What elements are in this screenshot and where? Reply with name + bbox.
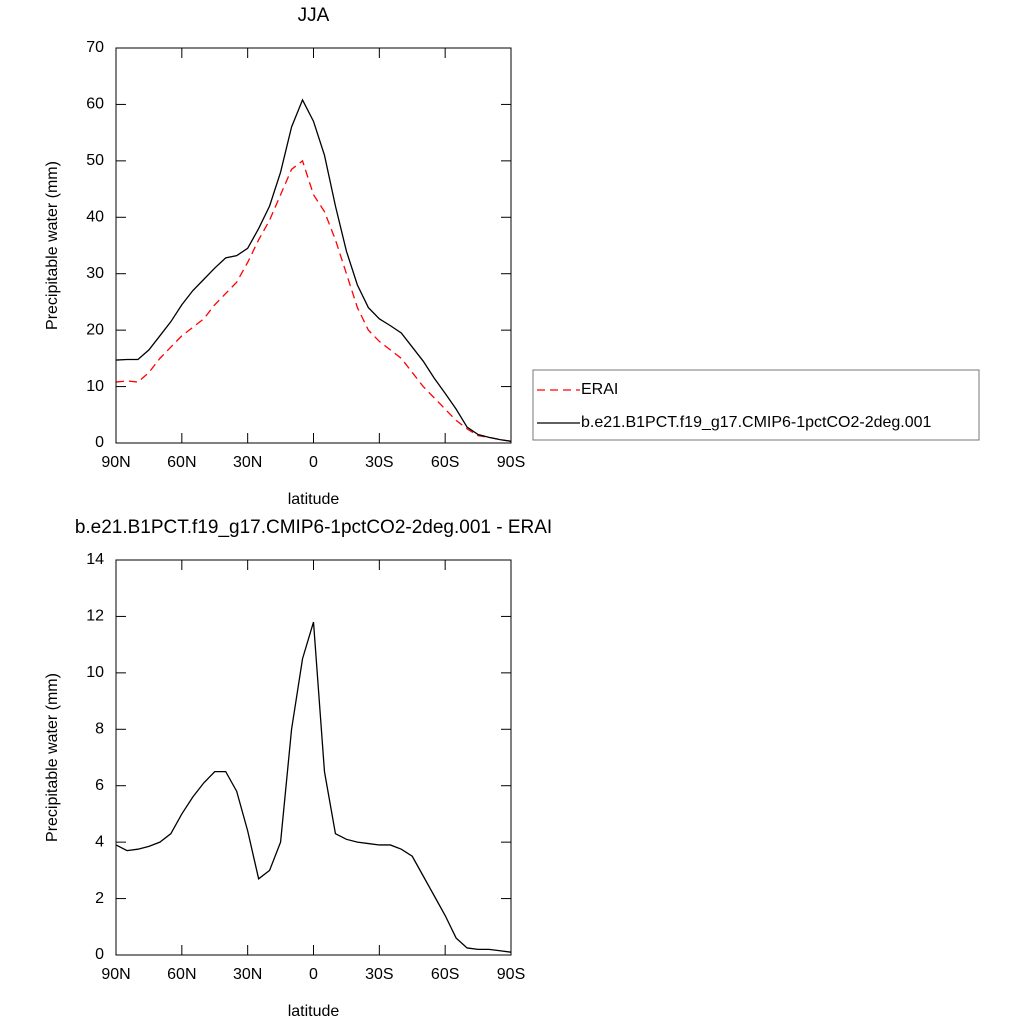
x-tick-label: 60S	[431, 966, 459, 983]
y-axis-label: Precipitable water (mm)	[44, 673, 61, 842]
legend-label: ERAI	[581, 381, 618, 398]
x-tick-label: 30S	[365, 454, 393, 471]
y-tick-label: 12	[86, 608, 104, 625]
y-tick-label: 70	[86, 39, 104, 56]
x-tick-label: 30S	[365, 966, 393, 983]
y-tick-label: 20	[86, 321, 104, 338]
y-tick-label: 30	[86, 265, 104, 282]
y-tick-label: 14	[86, 551, 104, 568]
x-tick-label: 0	[309, 454, 318, 471]
series-line	[115, 98, 512, 442]
series-line	[115, 159, 512, 442]
x-tick-label: 60N	[167, 454, 196, 471]
x-tick-label: 90N	[101, 454, 130, 471]
x-tick-label: 30N	[233, 966, 262, 983]
x-axis-label: latitude	[288, 1003, 340, 1020]
x-tick-label: 90N	[101, 966, 130, 983]
y-tick-label: 6	[95, 777, 104, 794]
y-tick-label: 2	[95, 890, 104, 907]
series-line	[115, 621, 512, 953]
legend-box	[532, 369, 980, 441]
y-tick-label: 8	[95, 721, 104, 738]
y-tick-label: 40	[86, 209, 104, 226]
y-tick-label: 10	[86, 664, 104, 681]
y-tick-label: 10	[86, 378, 104, 395]
x-axis-label: latitude	[288, 491, 340, 508]
x-tick-label: 90S	[497, 966, 525, 983]
y-axis-label: Precipitable water (mm)	[44, 161, 61, 330]
x-tick-label: 30N	[233, 454, 262, 471]
legend-label: b.e21.B1PCT.f19_g17.CMIP6-1pctCO2-2deg.0…	[581, 414, 932, 431]
y-tick-label: 0	[95, 946, 104, 963]
chart-title: b.e21.B1PCT.f19_g17.CMIP6-1pctCO2-2deg.0…	[75, 517, 552, 538]
x-tick-label: 60S	[431, 454, 459, 471]
chart-title: JJA	[298, 5, 330, 26]
plot-frame	[115, 47, 512, 444]
x-tick-label: 60N	[167, 966, 196, 983]
y-tick-label: 0	[95, 434, 104, 451]
x-tick-label: 90S	[497, 454, 525, 471]
y-tick-label: 60	[86, 96, 104, 113]
plot-frame	[115, 559, 512, 956]
y-tick-label: 4	[95, 833, 104, 850]
x-tick-label: 0	[309, 966, 318, 983]
y-tick-label: 50	[86, 152, 104, 169]
